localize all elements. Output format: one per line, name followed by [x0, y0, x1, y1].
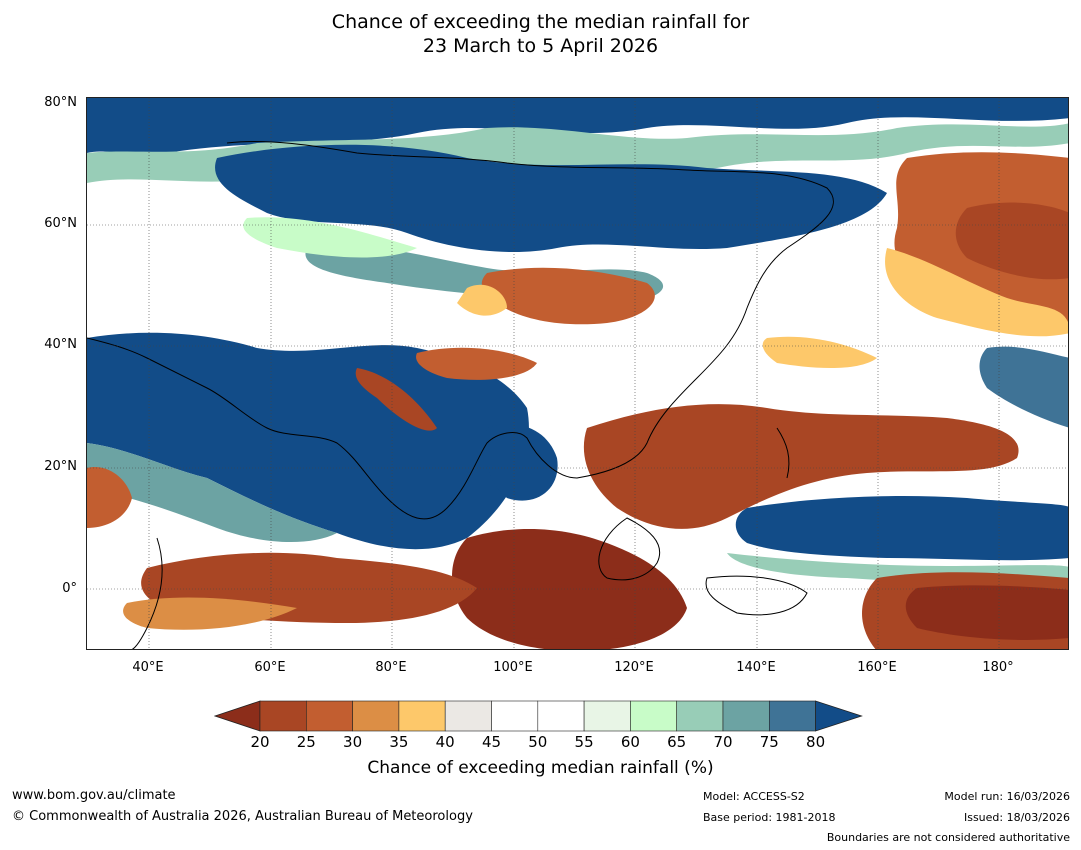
lon-label-100e: 100°E — [493, 660, 533, 675]
colorbar-segment — [768, 700, 816, 732]
colorbar-tick-label: 60 — [620, 733, 640, 751]
himalaya-brown — [355, 368, 437, 431]
lon-label-60e: 60°E — [254, 660, 286, 675]
colorbar-segment — [444, 700, 492, 732]
rainfall-map — [86, 97, 1069, 650]
colorbar-tick-label: 20 — [250, 733, 270, 751]
map-svg — [87, 98, 1068, 649]
arctic-blue-band — [87, 98, 1068, 155]
colorbar-segment — [352, 700, 400, 732]
east-asia-brown — [583, 404, 1019, 529]
colorbar-tick-label: 35 — [389, 733, 409, 751]
issued-text: Issued: 18/03/2026 — [963, 811, 1070, 824]
lon-label-120e: 120°E — [614, 660, 654, 675]
model-run-text: Model run: 16/03/2026 — [944, 790, 1070, 803]
colorbar-tick-label: 80 — [806, 733, 826, 751]
colorbar-tick-label: 40 — [435, 733, 455, 751]
colorbar-segment — [491, 700, 539, 732]
lon-label-140e: 140°E — [736, 660, 776, 675]
colorbar-segment — [398, 700, 446, 732]
base-period-text: Base period: 1981-2018 — [703, 811, 836, 824]
colorbar-tick-label: 65 — [667, 733, 687, 751]
colorbar-tick-label: 75 — [759, 733, 779, 751]
lat-label-80n: 80°N — [44, 95, 77, 110]
colorbar-segment — [259, 700, 307, 732]
chart-title: Chance of exceeding the median rainfall … — [0, 10, 1081, 58]
colorbar-tick-label: 45 — [481, 733, 502, 751]
colorbar-tick-label: 70 — [713, 733, 733, 751]
maritime-brown — [452, 528, 687, 649]
colorbar-segment — [583, 700, 631, 732]
colorbar-title: Chance of exceeding median rainfall (%) — [367, 758, 714, 778]
green-fringe-1 — [243, 217, 417, 258]
colorbar — [214, 700, 863, 732]
middle-east-blue — [87, 332, 529, 550]
colorbar-tick-label: 50 — [528, 733, 548, 751]
tibet-brown — [416, 347, 537, 380]
website-link[interactable]: www.bom.gov.au/climate — [12, 788, 176, 803]
colorbar-segment — [537, 700, 585, 732]
gridlines — [87, 98, 1068, 649]
tropical-pacific-blue — [735, 496, 1068, 561]
east-africa-brown — [87, 467, 132, 528]
colorbar-extend-high — [815, 700, 863, 732]
title-line-1: Chance of exceeding the median rainfall … — [331, 11, 750, 33]
colorbar-tick-label: 30 — [343, 733, 363, 751]
mongolia-yellow — [457, 284, 507, 316]
middle-east-teal — [87, 443, 337, 543]
lat-label-40n: 40°N — [44, 337, 77, 352]
lon-label-180: 180° — [982, 660, 1014, 675]
colorbar-tick-label: 55 — [574, 733, 594, 751]
colorbar-segment — [306, 700, 353, 732]
southeast-asia-blue — [485, 424, 558, 501]
disclaimer-text: Boundaries are not considered authoritat… — [826, 831, 1070, 844]
pacific-yellow — [762, 336, 877, 368]
lon-label-160e: 160°E — [857, 660, 897, 675]
indian-ocean-orange — [123, 597, 297, 630]
colorbar-tick-label: 25 — [296, 733, 316, 751]
colorbar-segment — [676, 700, 724, 732]
lon-label-80e: 80°E — [375, 660, 407, 675]
south-pacific-darkbrown — [905, 585, 1068, 640]
mongolia-brown — [481, 267, 655, 325]
lon-label-40e: 40°E — [132, 660, 164, 675]
lat-label-20n: 20°N — [44, 459, 77, 474]
north-pacific-darkbrown — [955, 202, 1068, 280]
north-pacific-blue — [979, 346, 1068, 428]
model-text: Model: ACCESS-S2 — [703, 790, 805, 803]
colorbar-segment — [630, 700, 677, 732]
coastlines — [87, 140, 834, 649]
lat-label-60n: 60°N — [44, 216, 77, 231]
colorbar-segment — [722, 700, 770, 732]
lat-label-0: 0° — [62, 581, 77, 596]
north-pacific-yellow — [885, 248, 1068, 337]
title-line-2: 23 March to 5 April 2026 — [422, 35, 659, 57]
colorbar-extend-low — [214, 700, 261, 732]
copyright-text: © Commonwealth of Australia 2026, Austra… — [12, 809, 473, 824]
